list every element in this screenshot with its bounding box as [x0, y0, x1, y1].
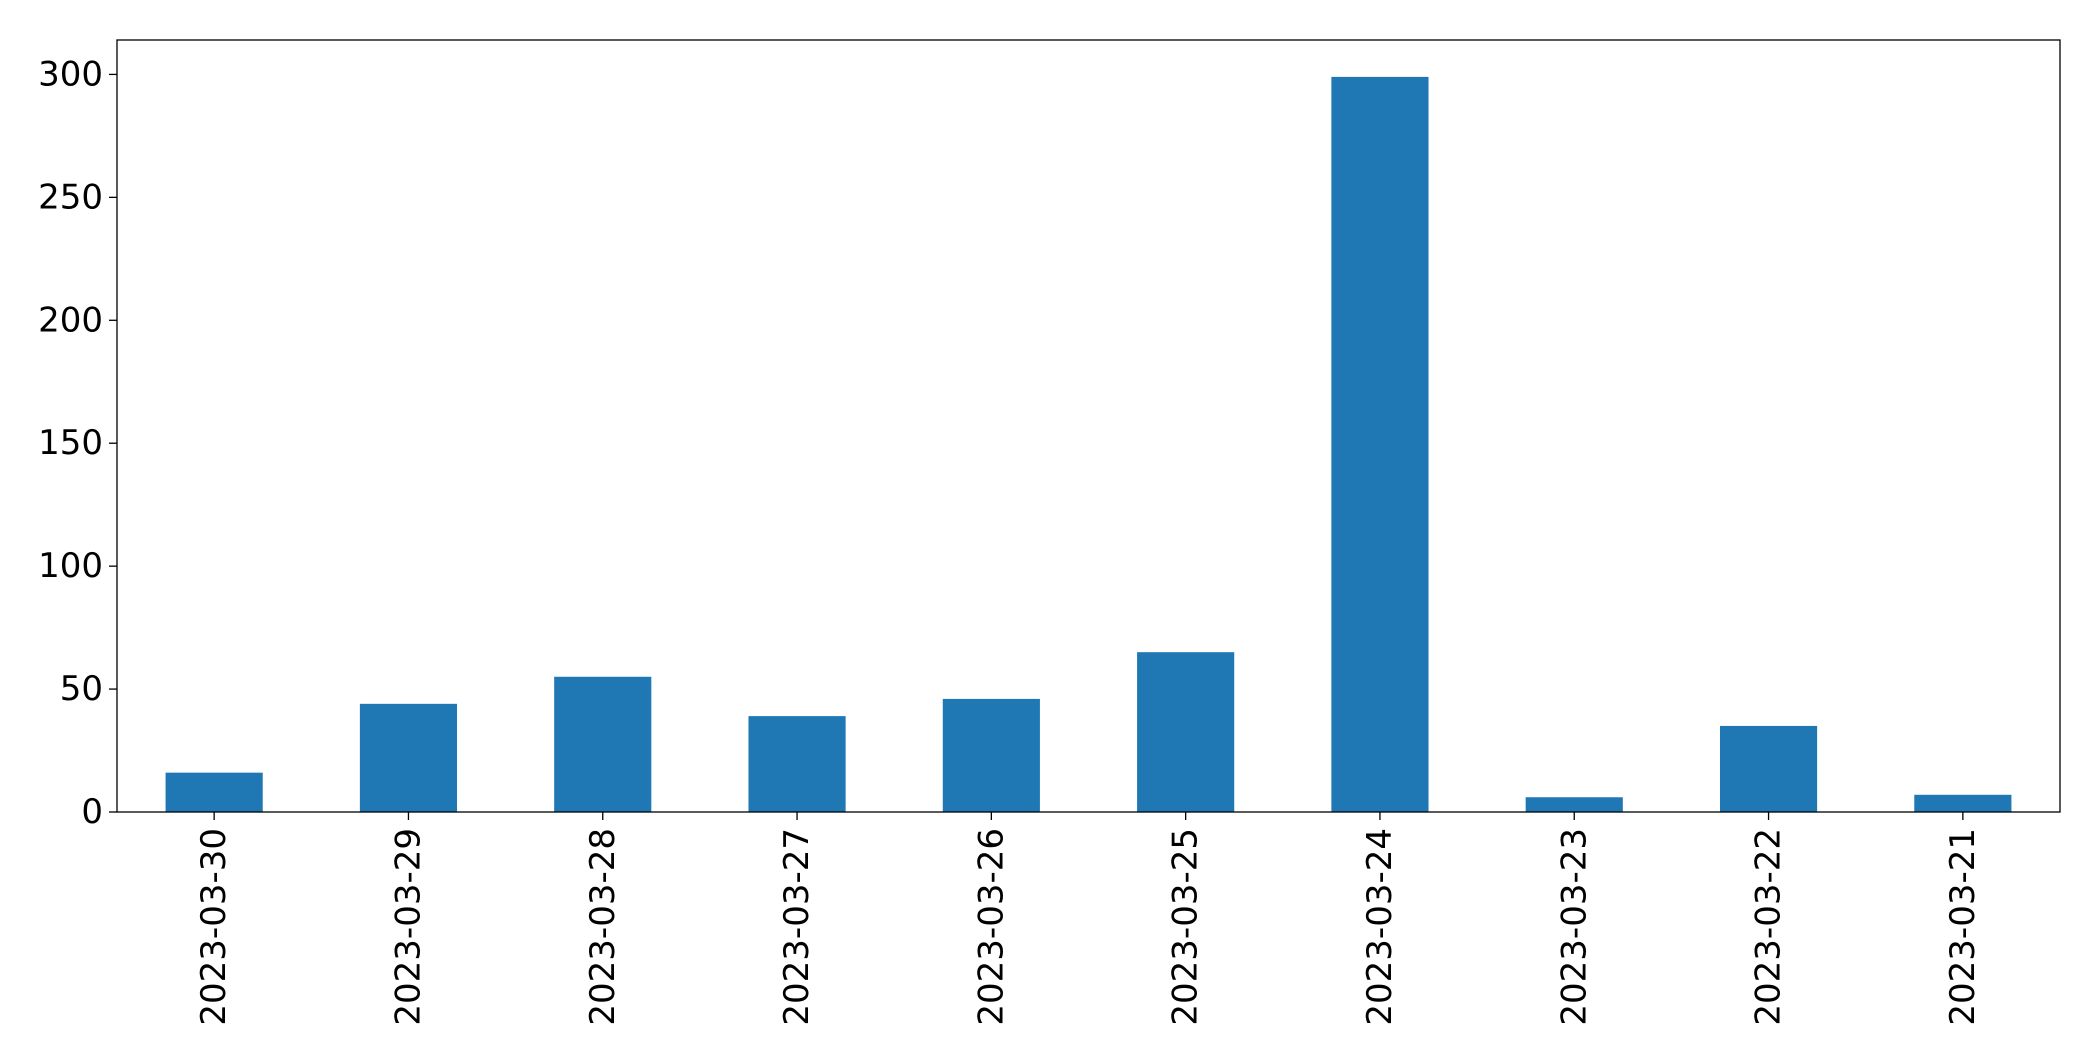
x-tick-label: 2023-03-28: [583, 828, 623, 1026]
x-tick-label: 2023-03-22: [1749, 828, 1789, 1026]
bar-2023-03-24: [1331, 76, 1429, 812]
bar-2023-03-29: [359, 703, 458, 812]
x-tick-label: 2023-03-29: [388, 828, 428, 1026]
x-tick-label: 2023-03-30: [194, 828, 234, 1026]
y-axis: 0 50 100 150 200 250 300: [38, 54, 117, 832]
x-tick-label: 2023-03-26: [971, 828, 1011, 1026]
y-tick-label: 200: [38, 300, 103, 340]
bar-2023-03-23: [1525, 797, 1623, 812]
bar-2023-03-25: [1137, 652, 1235, 812]
x-tick-label: 2023-03-24: [1360, 828, 1400, 1026]
y-tick-label: 100: [38, 546, 103, 586]
bars-group: [165, 76, 2012, 812]
x-tick-label: 2023-03-23: [1554, 828, 1594, 1026]
x-tick-label: 2023-03-25: [1166, 828, 1206, 1026]
bar-2023-03-22: [1719, 725, 1818, 812]
y-tick-label: 0: [81, 792, 103, 832]
y-tick-label: 250: [38, 177, 103, 217]
bar-2023-03-26: [942, 698, 1040, 812]
x-axis: 2023-03-30 2023-03-29 2023-03-28 2023-03-27…: [194, 812, 1983, 1026]
x-tick-label: 2023-03-21: [1943, 828, 1983, 1026]
bar-2023-03-21: [1914, 794, 2012, 812]
bar-2023-03-27: [748, 716, 846, 812]
plot-frame: [116, 39, 2061, 813]
bar-2023-03-28: [554, 676, 652, 812]
x-tick-label: 2023-03-27: [777, 828, 817, 1026]
y-tick-label: 300: [38, 54, 103, 94]
y-tick-label: 50: [60, 669, 103, 709]
bar-2023-03-30: [165, 772, 263, 812]
y-tick-label: 150: [38, 423, 103, 463]
